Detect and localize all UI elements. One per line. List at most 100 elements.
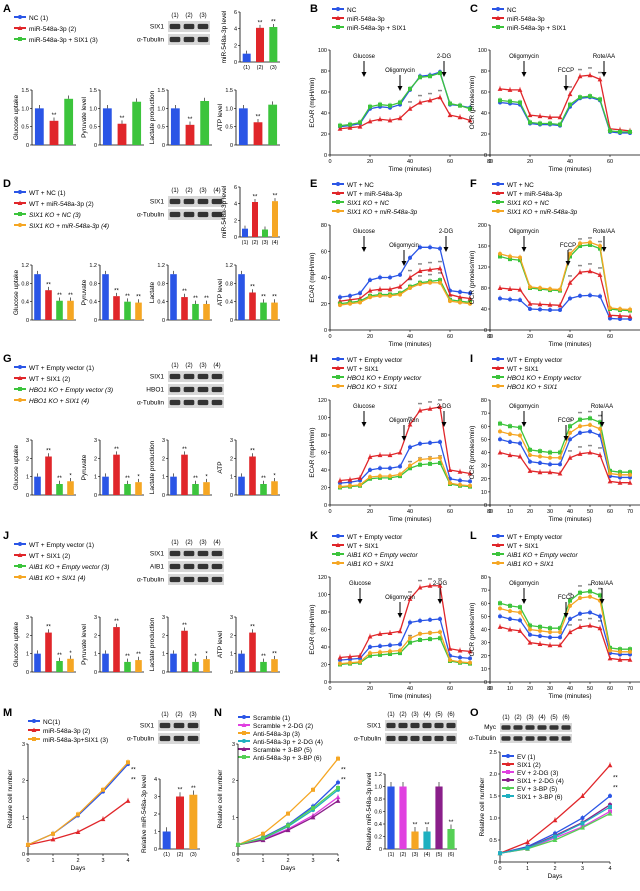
blot-band (513, 725, 523, 730)
y-tick-label: 0.8 (21, 281, 29, 287)
bar (34, 653, 41, 672)
data-point (528, 447, 532, 452)
y-tick-label: 2 (162, 456, 165, 462)
data-point (505, 761, 511, 766)
annotation-arrowhead (599, 422, 605, 427)
legend-item: WT + Empty vector (507, 357, 563, 364)
blot-row-label: α-Tubulin (137, 399, 164, 406)
x-tick-label: 40 (407, 686, 413, 692)
data-point (518, 433, 522, 438)
y-tick-label: 1.2 (89, 263, 97, 269)
blot-band (561, 725, 571, 730)
data-point (457, 648, 463, 653)
data-point (417, 268, 423, 273)
significance-label: ** (568, 418, 572, 424)
significance-label: ** (588, 618, 592, 624)
data-point (558, 450, 562, 455)
y-tick-label: 1.5 (489, 794, 497, 800)
significance-label: ** (588, 583, 592, 589)
y-tick-label: 1.2 (374, 772, 382, 778)
data-point (236, 842, 240, 847)
legend-item: miR-548a-3p (2) (43, 728, 90, 735)
significance-label: ** (588, 445, 592, 451)
blot-lane-label: (4) (213, 363, 220, 369)
line-chart-I: 0102030405060708001020304050607080Time (… (469, 398, 640, 523)
y-tick-label: 0 (162, 143, 165, 149)
y-axis-label: Relative miR-548a-3p level (141, 774, 148, 853)
x-axis-label: Days (281, 865, 297, 872)
blot-band (525, 725, 535, 730)
data-point (518, 441, 522, 446)
data-point (508, 99, 512, 104)
data-point (537, 641, 543, 646)
y-axis-label: OCR (pmoles/min) (469, 603, 476, 657)
significance-label: ** (261, 295, 266, 301)
data-point (428, 617, 432, 622)
blot-band (169, 36, 181, 43)
blot-row-label: α-Tubulin (137, 576, 164, 583)
panel-label-I: I (470, 353, 473, 365)
data-point (498, 606, 502, 611)
significance-label: ** (413, 822, 418, 828)
data-point (497, 624, 503, 629)
data-point (467, 471, 473, 476)
y-tick-label: 0.4 (374, 822, 382, 828)
data-point (617, 313, 623, 318)
data-point (427, 583, 433, 588)
bar (200, 101, 210, 145)
bar (102, 274, 109, 320)
blot-row-label: SIX1 (150, 198, 164, 205)
significance-label: ** (131, 768, 136, 774)
data-point (496, 7, 500, 11)
bar-chart-D-2: 0 0.4 0.8 1.2 Lactate ** ** ** (149, 263, 212, 324)
line-chart-M: 0 1 2 3 4 0 1 2 3 Days Relative cell number ** ** (7, 742, 136, 872)
y-axis-label: ECAR (mpH/min) (309, 604, 316, 654)
legend-item: NC (347, 7, 357, 14)
blot-strip (168, 209, 224, 220)
data-point (338, 484, 342, 489)
x-tick-label: 10 (507, 686, 513, 692)
bar-chart-J-1: 0 1 2 3 Pyruvate level ** ** ** (81, 615, 144, 676)
blot-row-label: SIX1 (140, 722, 154, 729)
data-point (242, 739, 246, 743)
bar (45, 290, 52, 320)
legend-item: miR-548a-3p + SIX1 (347, 25, 406, 32)
significance-label: ** (46, 625, 51, 631)
annotation-label: Oligomycin (389, 243, 419, 249)
y-tick-label: 0.8 (225, 281, 233, 287)
y-axis-label: ECAR (mpH/min) (309, 252, 316, 302)
data-point (617, 480, 623, 485)
data-point (438, 71, 442, 76)
x-tick-label: 10 (507, 509, 513, 515)
y-tick-label: 1.5 (225, 88, 233, 94)
legend-item: SIX1 + 3-BP (6) (517, 794, 563, 801)
x-tick-label: 3 (101, 858, 104, 864)
y-axis-label: Relative cell number (7, 769, 14, 829)
data-point (310, 814, 316, 820)
data-point (498, 601, 502, 606)
data-point (517, 87, 523, 92)
blot-lane-label: (2) (175, 712, 182, 718)
data-point (358, 120, 362, 125)
annotation-arrowhead (443, 247, 449, 252)
annotation-arrowhead (599, 599, 605, 604)
data-point (448, 101, 452, 106)
bar (262, 229, 268, 237)
data-point (552, 817, 558, 823)
significance-label: ** (408, 270, 412, 276)
x-tick-label: 30 (547, 509, 553, 515)
annotation-label: FCCP (558, 68, 574, 74)
blot-band (169, 386, 181, 393)
annotation-label: Oligomycin (385, 595, 415, 601)
significance-label: ** (120, 116, 125, 122)
y-tick-label: 1 (26, 475, 29, 481)
blot-band (501, 725, 511, 730)
x-tick-label: 60 (447, 334, 453, 340)
bar (435, 786, 443, 849)
x-tick-label: 0 (498, 866, 501, 872)
blot-row-label: SIX1 (150, 550, 164, 557)
data-point (617, 657, 623, 662)
x-tick-label: 40 (567, 509, 573, 515)
